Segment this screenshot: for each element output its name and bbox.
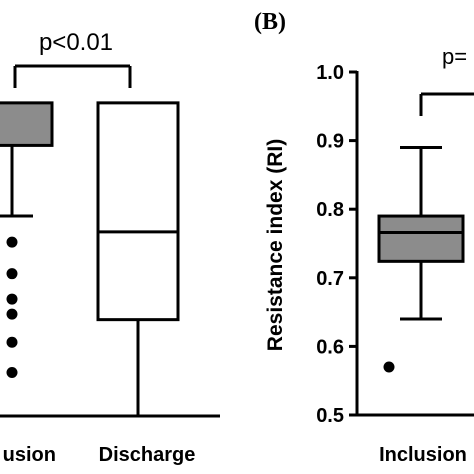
y-tick-label-0: 0.5 [316, 405, 344, 427]
y-tick-label-2: 0.7 [316, 268, 344, 290]
left-boxes [0, 101, 180, 415]
left-category-label-1: Discharge [99, 444, 196, 466]
right-p-value: p= [442, 44, 467, 69]
outlier-0-1 [6, 268, 18, 280]
left-p-value: p<0.01 [39, 29, 113, 56]
right-category-label-0: Inclusion [379, 444, 467, 466]
outlier-inclusion-0 [383, 361, 395, 373]
left-category-label-0: usion [3, 444, 56, 466]
left-panel: p<0.01 usion Discharge [0, 29, 220, 466]
y-tick-label-3: 0.8 [316, 199, 344, 221]
y-tick-label-4: 0.9 [316, 131, 344, 153]
outlier-0-5 [6, 366, 18, 378]
outlier-0-2 [6, 293, 18, 305]
panel-label: (B) [254, 9, 286, 35]
box-1 [96, 101, 180, 322]
y-tick-label-1: 0.6 [316, 336, 344, 358]
box-inclusion [377, 214, 465, 263]
right-boxes [377, 145, 465, 373]
outlier-0-4 [6, 336, 18, 348]
outlier-0-3 [6, 308, 18, 320]
y-tick-label-5: 1.0 [316, 62, 344, 84]
outlier-0-0 [6, 236, 18, 248]
right-panel: (B) Resistance index (RI) 0.50.60.70.80.… [254, 9, 474, 466]
box-0 [0, 101, 54, 147]
y-ticks: 0.5 0.6 0.7 0.8 0.9 1.0 [316, 62, 357, 427]
y-axis-label: Resistance index (RI) [264, 139, 287, 351]
